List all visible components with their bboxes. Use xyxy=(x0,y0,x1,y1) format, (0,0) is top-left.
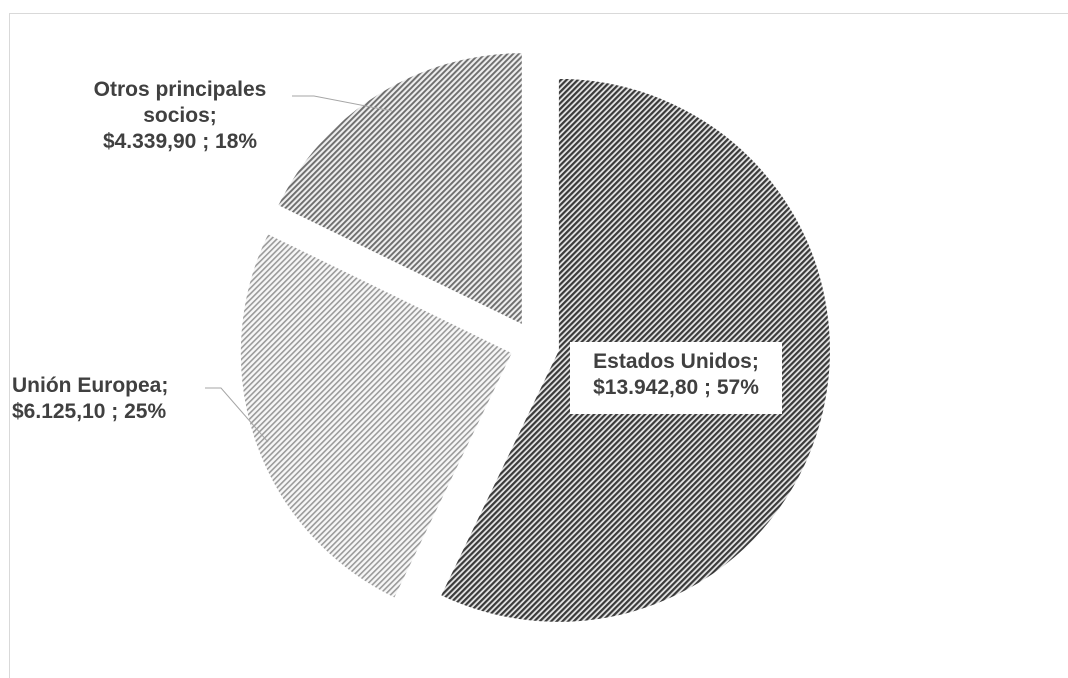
data-label-unión-europea: Unión Europea; $6.125,10 ; 25% xyxy=(12,374,168,423)
data-label-line: Otros principales xyxy=(94,78,267,101)
pie-slice-otros-principales-socios xyxy=(277,52,523,326)
data-label-line: Estados Unidos; xyxy=(593,350,759,373)
data-label-line: $13.942,80 ; 57% xyxy=(593,376,759,399)
data-label-line: socios; xyxy=(143,104,217,127)
leader-line xyxy=(292,95,393,112)
data-label-line: $6.125,10 ; 25% xyxy=(12,400,166,423)
data-label-estados-unidos: Estados Unidos; $13.942,80 ; 57% xyxy=(570,342,782,414)
data-label-line: Unión Europea; xyxy=(12,374,168,397)
data-label-background xyxy=(570,342,782,414)
data-label-otros-principales-socios: Otros principales socios; $4.339,90 ; 18% xyxy=(94,78,267,153)
pie-slice-unión-europea xyxy=(239,233,513,599)
data-label-line: $4.339,90 ; 18% xyxy=(103,130,257,153)
leader-line xyxy=(205,387,269,443)
